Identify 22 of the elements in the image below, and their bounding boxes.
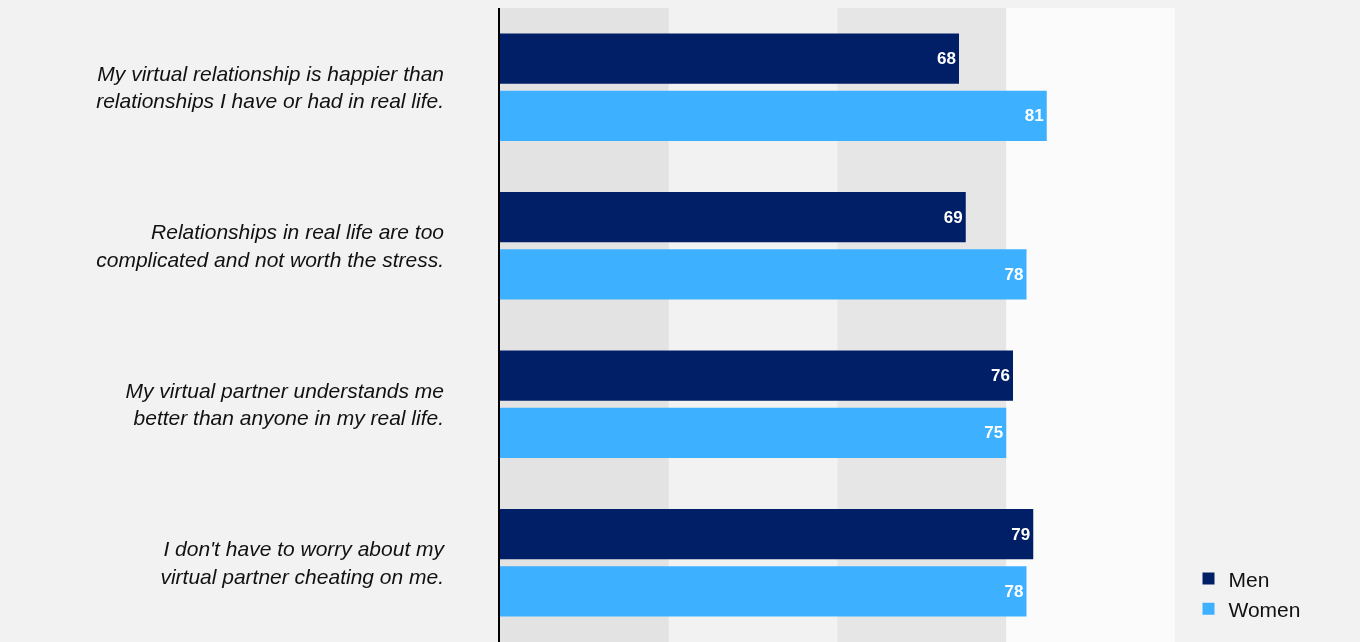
legend-label: Men — [1228, 567, 1270, 591]
bar — [500, 509, 1034, 560]
data-label: 69 — [943, 207, 963, 227]
legend-label: Women — [1228, 597, 1301, 621]
data-label: 75 — [984, 423, 1004, 443]
bar — [500, 90, 1047, 141]
data-label: 78 — [1004, 581, 1024, 601]
y-tick-label: I don't have to worry about my virtual partner cheating on me. — [160, 537, 446, 588]
data-label: 76 — [991, 366, 1010, 386]
bar — [500, 350, 1013, 401]
data-label: 81 — [1024, 106, 1044, 126]
y-tick-label: Relationships in real life are too complicated and not worth the stress. — [96, 220, 445, 271]
bar — [500, 249, 1027, 300]
y-tick-label: My virtual relationship is happier than relationships I have or had in real life. — [96, 61, 445, 113]
bar — [500, 33, 959, 84]
y-tick-label: My virtual partner understands me better than anyone in my real life. — [125, 378, 445, 430]
bar — [500, 192, 966, 243]
bar — [500, 407, 1007, 458]
bar — [500, 566, 1027, 617]
data-label: 68 — [937, 49, 956, 69]
data-label: 78 — [1004, 264, 1024, 284]
data-label: 79 — [1011, 524, 1031, 544]
